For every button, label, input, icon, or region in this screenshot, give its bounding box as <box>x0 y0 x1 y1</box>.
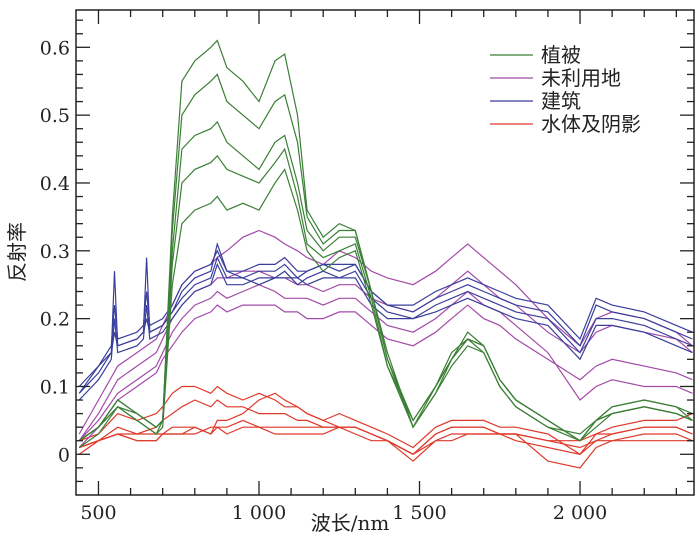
series-line-3-4 <box>79 426 693 469</box>
series-line-0-0 <box>78 39 693 442</box>
series-line-1-3 <box>78 304 693 448</box>
series-line-3-0 <box>79 385 693 456</box>
x-tick-label: 2 000 <box>553 502 607 524</box>
series-layer <box>78 39 693 469</box>
series-line-0-2 <box>78 120 693 442</box>
legend-item: 植被 <box>490 43 581 67</box>
series-line-2-2 <box>78 255 693 394</box>
x-axis-title: 波长/nm <box>311 511 390 535</box>
series-line-1-2 <box>78 284 693 442</box>
x-tick-label: 1 500 <box>392 502 446 524</box>
y-tick-label: 0.6 <box>40 37 70 59</box>
ticks-layer: 500 1 000 1 500 2 000 0 0.1 0.2 0.3 0.4 0.5 0.6 <box>40 10 694 524</box>
series-line-2-3 <box>78 249 693 387</box>
legend-label: 未利用地 <box>541 66 621 90</box>
plot-frame <box>75 9 695 496</box>
legend-label: 植被 <box>541 43 581 67</box>
legend-item: 建筑 <box>490 89 581 113</box>
series-line-3-2 <box>79 392 693 456</box>
legend-label: 水体及阴影 <box>541 112 641 136</box>
y-axis-title: 反射率 <box>5 222 29 282</box>
x-tick-label: 500 <box>80 502 116 524</box>
y-tick-label: 0.3 <box>40 241 70 263</box>
series-line-3-3 <box>78 419 693 462</box>
y-tick-label: 0 <box>58 444 70 466</box>
y-tick-label: 0.2 <box>40 309 70 331</box>
x-tick-label: 1 000 <box>232 502 286 524</box>
y-tick-label: 0.1 <box>40 376 70 398</box>
series-line-0-4 <box>78 168 693 442</box>
y-tick-label: 0.4 <box>40 173 70 195</box>
legend-item: 未利用地 <box>490 66 621 90</box>
legend-item: 水体及阴影 <box>490 112 641 136</box>
y-tick-label: 0.5 <box>40 105 70 127</box>
series-line-2-1 <box>78 262 693 401</box>
legend-label: 建筑 <box>541 89 581 113</box>
